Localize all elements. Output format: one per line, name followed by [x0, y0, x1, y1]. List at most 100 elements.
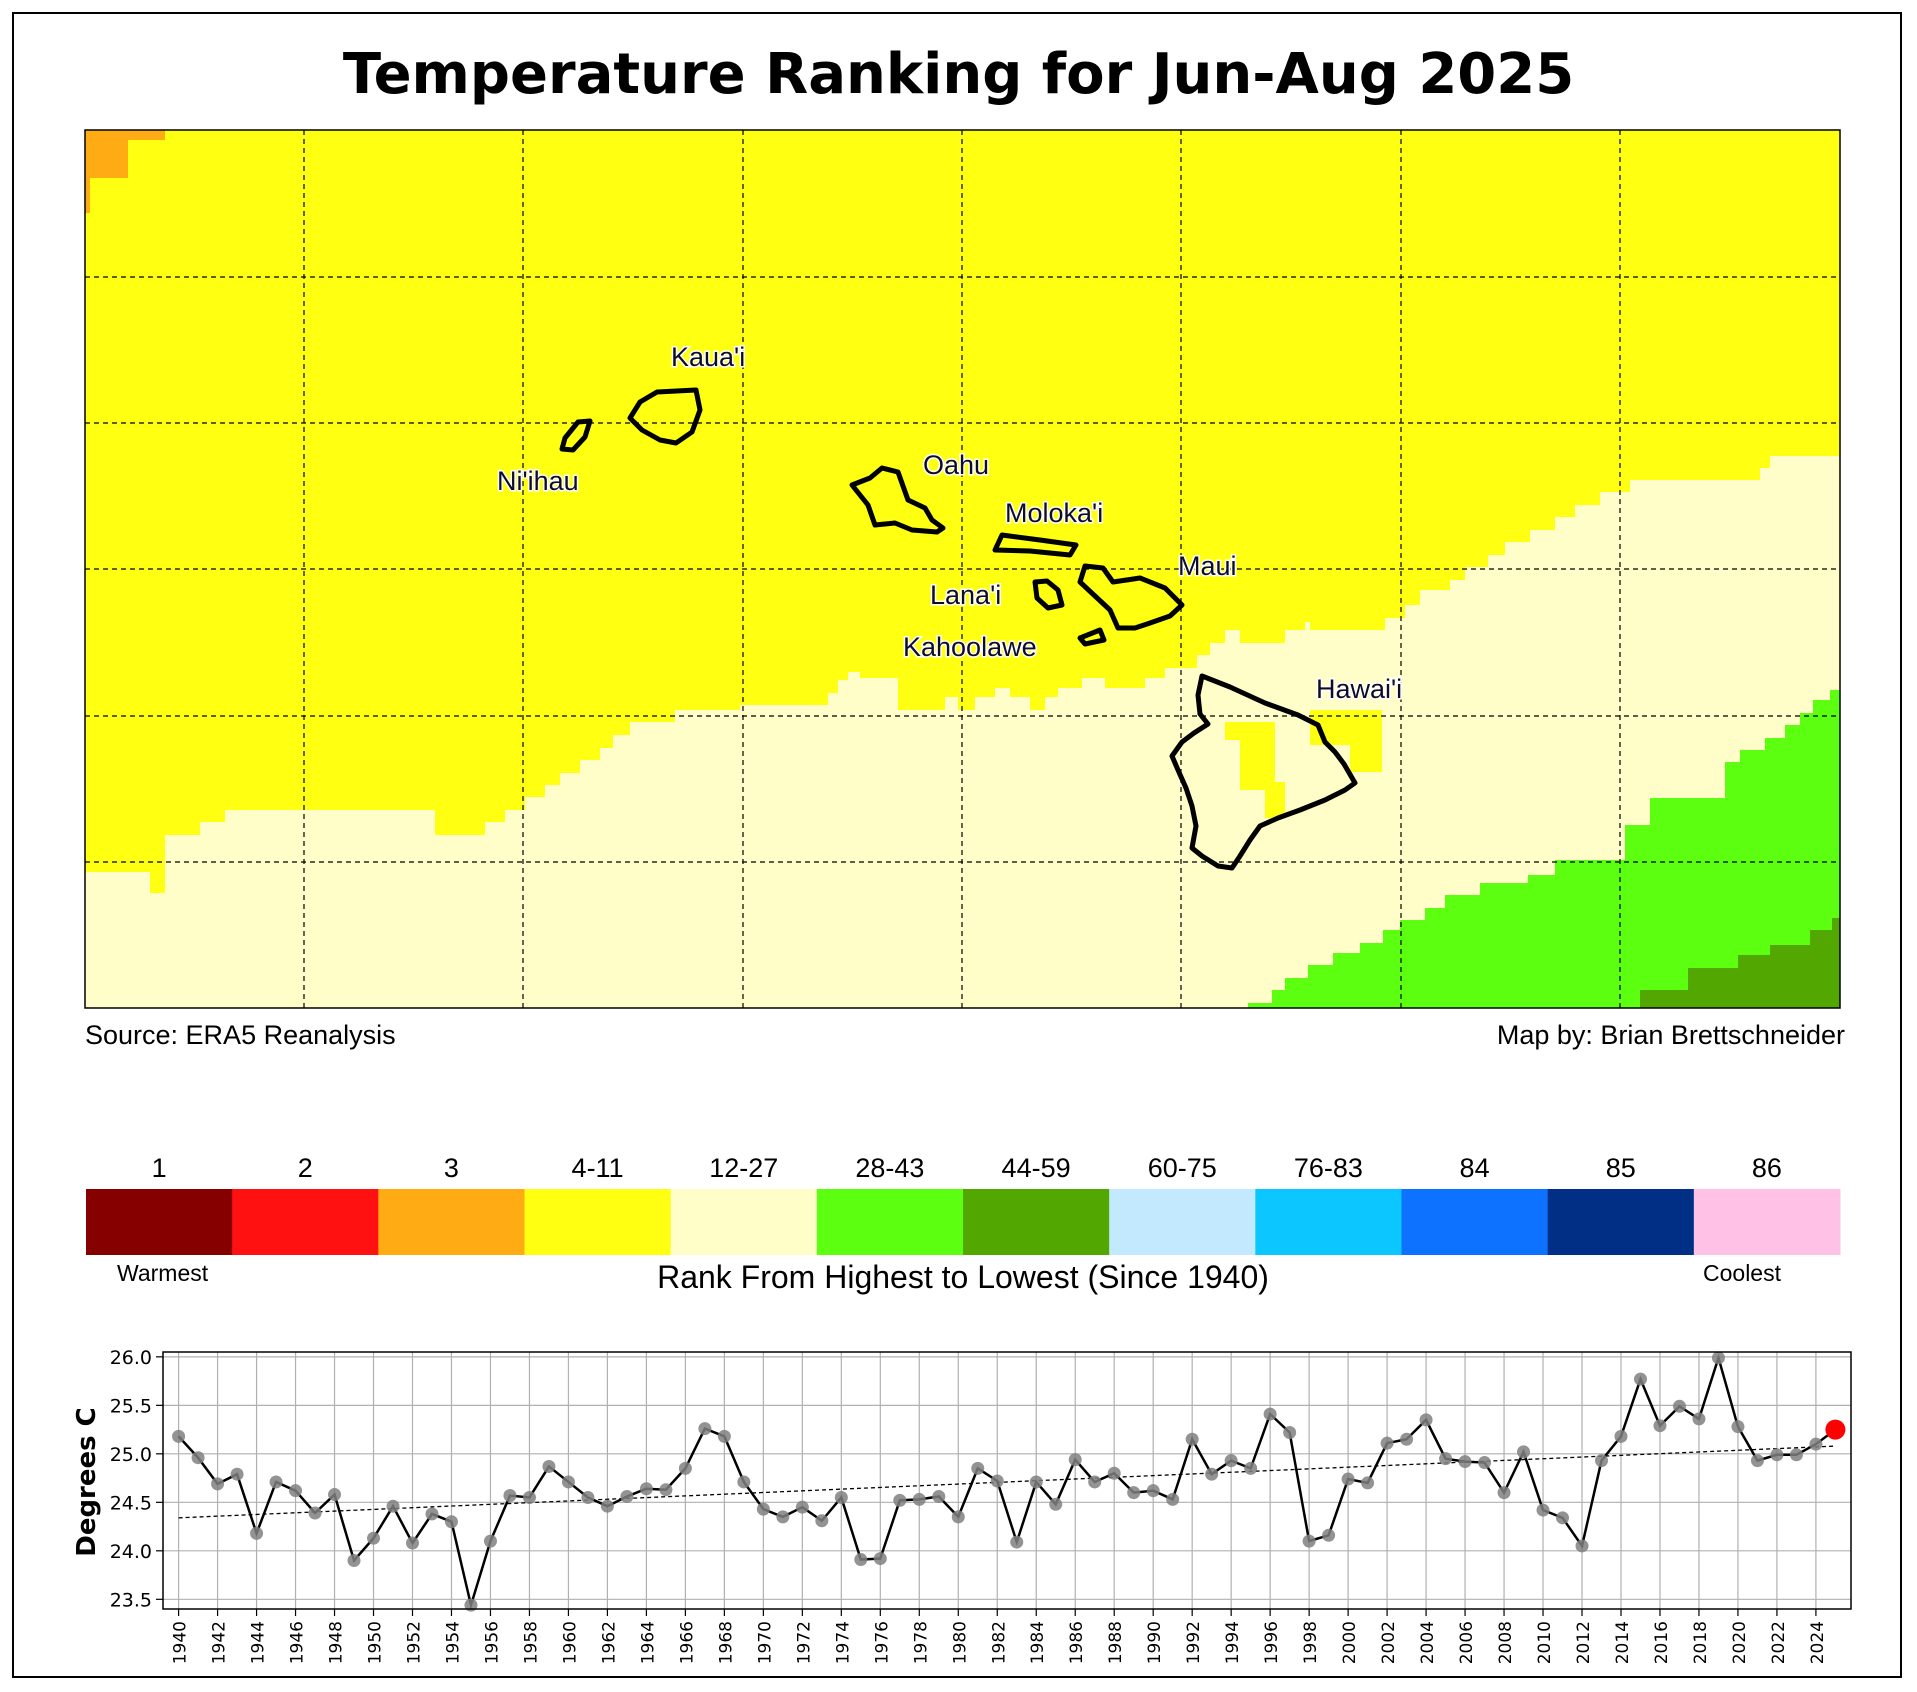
legend-swatch-28-43 — [816, 1189, 964, 1255]
field-rank-28-43 — [1248, 690, 1840, 1008]
legend-swatch-85 — [1547, 1189, 1695, 1255]
data-point — [912, 1492, 926, 1506]
island-label-kauai: Kaua'i — [671, 342, 745, 372]
data-point — [1711, 1351, 1725, 1365]
data-point — [1672, 1399, 1686, 1413]
x-tick-label: 1946 — [288, 1621, 308, 1664]
trend-line — [178, 1445, 1836, 1519]
data-point — [1595, 1454, 1609, 1468]
data-point — [1614, 1429, 1628, 1443]
x-tick-label: 1948 — [327, 1621, 347, 1664]
data-point — [367, 1531, 381, 1545]
data-point — [347, 1554, 361, 1568]
data-point — [1633, 1372, 1647, 1386]
data-point — [1478, 1456, 1492, 1470]
x-tick-label: 1940 — [171, 1621, 191, 1664]
legend-swatch-84 — [1401, 1189, 1549, 1255]
data-point — [951, 1510, 965, 1524]
kahoolawe-outline — [1077, 627, 1107, 647]
data-point — [1458, 1455, 1472, 1469]
data-point — [1068, 1453, 1082, 1467]
legend-class-label: 12-27 — [709, 1153, 778, 1183]
oahu-outline — [849, 465, 946, 535]
data-point — [620, 1490, 634, 1504]
island-label-lanai: Lana'i — [930, 580, 1001, 610]
island-outlines — [559, 387, 1358, 871]
legend-swatch-60-75 — [1109, 1189, 1256, 1255]
x-tick-label: 2004 — [1418, 1621, 1438, 1664]
x-tick-label: 2014 — [1613, 1621, 1633, 1664]
data-point — [211, 1477, 225, 1491]
data-point — [1185, 1432, 1199, 1446]
data-point — [776, 1510, 790, 1524]
data-point — [542, 1459, 556, 1473]
data-point — [1692, 1412, 1706, 1426]
data-point — [191, 1451, 205, 1465]
y-tick-label: 24.0 — [110, 1541, 152, 1563]
data-point — [1731, 1420, 1745, 1434]
chart-grid — [156, 1352, 1851, 1616]
data-point — [581, 1490, 595, 1504]
highlight-point — [1825, 1419, 1846, 1440]
data-point — [1049, 1497, 1063, 1511]
data-point — [230, 1467, 244, 1481]
x-tick-label: 2010 — [1535, 1621, 1555, 1664]
data-point — [873, 1552, 887, 1566]
legend-swatch-1 — [86, 1189, 233, 1255]
y-tick-label: 23.5 — [110, 1589, 152, 1611]
island-label-molokai: Moloka'i — [1005, 498, 1103, 528]
legend-class-label: 3 — [444, 1153, 459, 1183]
data-point — [639, 1482, 653, 1496]
legend-class-label: 84 — [1460, 1153, 1490, 1183]
credit-note: Map by: Brian Brettschneider — [1496, 1020, 1845, 1050]
map-grid — [85, 130, 1840, 1008]
x-tick-label: 1974 — [833, 1621, 853, 1664]
x-tick-label: 2016 — [1652, 1621, 1672, 1664]
x-tick-label: 2006 — [1457, 1621, 1477, 1664]
figure-frame — [12, 12, 1902, 1678]
data-point — [561, 1475, 575, 1489]
legend-class-label: 4-11 — [572, 1153, 624, 1183]
legend-class-label: 86 — [1752, 1153, 1782, 1183]
data-point — [1809, 1437, 1823, 1451]
data-point — [1283, 1425, 1297, 1439]
data-point — [795, 1500, 809, 1514]
x-tick-label: 1986 — [1067, 1621, 1087, 1664]
data-point — [717, 1429, 731, 1443]
data-point — [1770, 1448, 1784, 1462]
x-tick-label: 1960 — [560, 1621, 580, 1664]
y-tick-labels: 23.5 24.0 24.5 25.0 25.5 26.0 — [110, 1347, 152, 1611]
data-point — [1556, 1511, 1570, 1525]
data-point — [386, 1499, 400, 1513]
legend-class-label: 85 — [1606, 1153, 1636, 1183]
data-point — [483, 1534, 497, 1548]
data-point — [522, 1490, 536, 1504]
data-point — [678, 1461, 692, 1475]
legend-swatch-76-83 — [1255, 1189, 1402, 1255]
legend-title: Rank From Highest to Lowest (Since 1940) — [657, 1259, 1269, 1295]
x-tick-label: 1976 — [872, 1621, 892, 1664]
x-tick-label: 1966 — [677, 1621, 697, 1664]
data-point — [815, 1514, 829, 1528]
page-title: Temperature Ranking for Jun-Aug 2025 — [342, 42, 1575, 107]
legend-swatch-4-11 — [524, 1189, 672, 1255]
island-label-niihau: Ni'ihau — [497, 466, 579, 496]
x-tick-label: 2002 — [1379, 1621, 1399, 1664]
data-point — [1789, 1448, 1803, 1462]
x-tick-label: 1954 — [443, 1621, 463, 1664]
data-point — [932, 1490, 946, 1504]
x-tick-label: 1942 — [210, 1621, 230, 1664]
data-point — [289, 1484, 303, 1498]
data-point — [425, 1507, 439, 1521]
legend-swatch-3 — [378, 1189, 525, 1255]
x-tick-label: 1998 — [1301, 1621, 1321, 1664]
data-point — [1653, 1419, 1667, 1433]
field-rank-4-11-hawaii — [1225, 722, 1285, 818]
x-tick-label: 1970 — [755, 1621, 775, 1664]
data-point — [1341, 1472, 1355, 1486]
x-tick-label: 2018 — [1691, 1621, 1711, 1664]
data-point — [1166, 1492, 1180, 1506]
legend-swatch-12-27 — [670, 1189, 818, 1255]
x-tick-label: 1950 — [366, 1621, 386, 1664]
